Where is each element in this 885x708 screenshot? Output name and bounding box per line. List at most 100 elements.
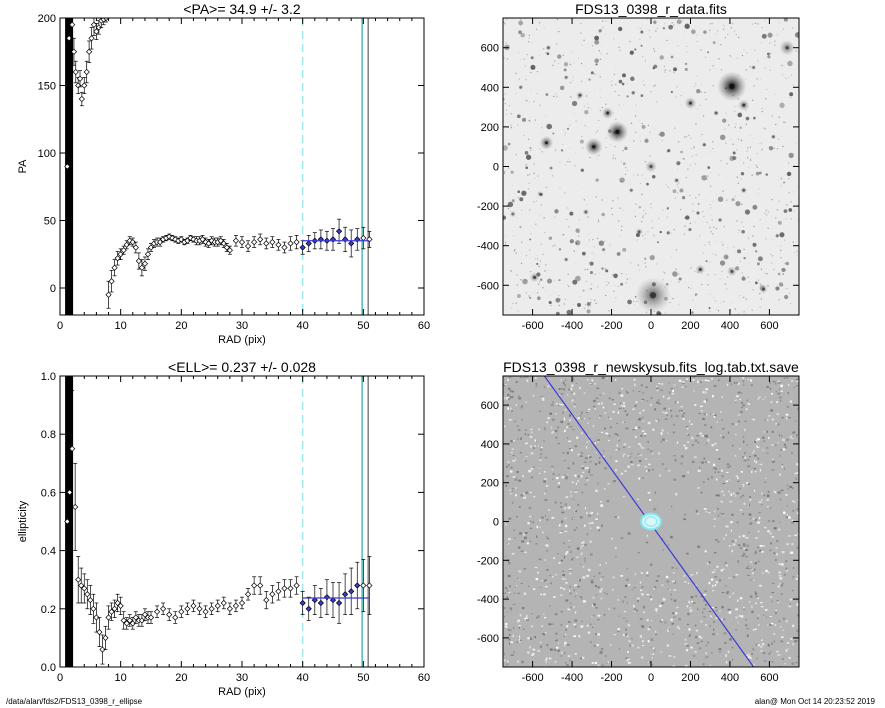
noise-pixel [614,98,616,100]
noise-pixel [542,531,544,534]
noise-pixel [604,467,607,470]
noise-pixel [777,138,780,140]
noise-pixel [593,399,596,403]
noise-pixel [790,74,793,76]
noise-pixel [524,433,527,436]
noise-pixel [589,553,593,556]
data-point [64,518,71,525]
noise-pixel [758,501,762,504]
noise-pixel [614,469,618,472]
noise-pixel [626,413,629,416]
data-point [202,608,209,615]
noise-pixel [797,435,799,437]
noise-pixel [761,492,763,495]
noise-pixel [509,470,513,473]
noise-pixel [509,593,511,595]
noise-pixel [523,134,526,137]
noise-pixel [687,471,689,474]
noise-pixel [602,406,605,409]
noise-pixel [565,496,569,499]
data-point [226,605,233,612]
noise-pixel [623,610,627,613]
noise-pixel [703,400,706,403]
noise-pixel [786,287,788,290]
noise-pixel [526,542,529,545]
data-point [88,35,95,42]
faint-source [540,278,543,281]
noise-pixel [555,639,558,641]
noise-pixel [746,544,749,547]
noise-pixel [784,121,786,123]
noise-pixel [797,575,799,577]
noise-pixel [712,141,714,143]
noise-pixel [771,460,775,463]
data-point [78,95,85,103]
noise-pixel [525,428,527,431]
noise-pixel [507,660,509,663]
y-tick-label: 200 [481,478,499,490]
noise-pixel [739,295,741,297]
noise-pixel [509,585,511,588]
faint-source [779,102,785,108]
noise-pixel [668,43,670,45]
noise-pixel [771,255,774,257]
noise-pixel [670,505,673,508]
noise-pixel [620,229,622,231]
noise-pixel [624,470,627,472]
noise-pixel [569,659,571,661]
noise-pixel [754,440,757,443]
noise-pixel [730,138,732,141]
noise-pixel [581,135,583,138]
source-core [564,75,568,79]
noise-pixel [779,434,781,437]
noise-pixel [559,161,561,163]
noise-pixel [755,551,757,554]
noise-pixel [573,623,576,626]
noise-pixel [723,301,725,303]
noise-pixel [669,70,671,72]
noise-pixel [597,440,599,443]
noise-pixel [595,518,598,520]
noise-pixel [566,284,569,286]
noise-pixel [541,398,545,401]
noise-pixel [569,124,571,127]
noise-pixel [725,112,727,115]
noise-pixel [684,638,687,641]
data-point [138,617,145,624]
noise-pixel [533,172,535,174]
noise-pixel [544,428,546,431]
faint-source [575,275,581,282]
noise-pixel [739,448,741,450]
noise-pixel [551,649,554,651]
noise-pixel [703,594,707,596]
noise-pixel [548,509,550,511]
noise-pixel [692,210,694,212]
noise-pixel [515,92,517,95]
noise-pixel [790,380,794,382]
noise-pixel [715,478,718,481]
noise-pixel [633,140,635,142]
noise-pixel [669,391,671,394]
noise-pixel [537,258,539,260]
noise-pixel [782,617,785,620]
noise-pixel [705,413,708,416]
noise-pixel [781,438,785,441]
noise-pixel [780,449,783,451]
noise-pixel [703,215,705,218]
noise-pixel [737,313,739,315]
y-tick-label: 200 [38,13,56,25]
faint-source [519,226,522,229]
noise-pixel [654,84,657,86]
data-point [232,602,240,609]
noise-pixel [709,226,711,229]
noise-pixel [521,607,525,610]
noise-pixel [785,567,788,571]
noise-pixel [785,516,789,519]
noise-pixel [528,101,531,103]
noise-pixel [543,27,545,29]
noise-pixel [736,176,738,178]
noise-pixel [712,65,714,67]
noise-pixel [718,651,722,653]
noise-pixel [542,253,544,256]
noise-pixel [635,203,637,205]
